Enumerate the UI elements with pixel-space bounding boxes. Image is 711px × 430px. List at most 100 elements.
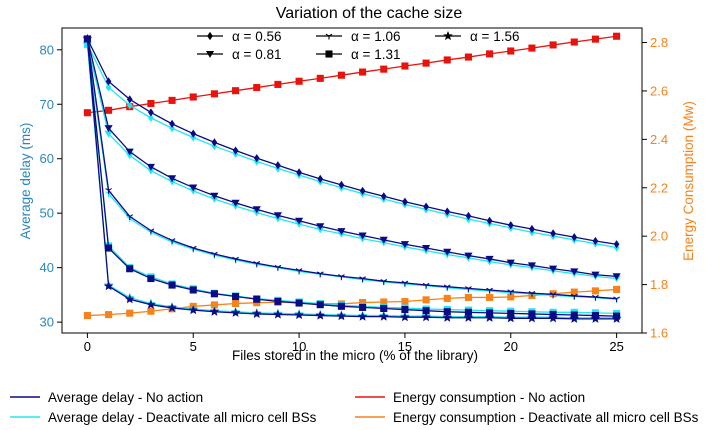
data-point bbox=[233, 293, 239, 299]
legend-marker bbox=[208, 33, 212, 39]
y-left-tick-label: 80 bbox=[40, 42, 54, 57]
data-point bbox=[338, 72, 344, 78]
y-right-tick-label: 2.6 bbox=[650, 83, 668, 98]
data-point bbox=[127, 96, 131, 102]
data-point bbox=[360, 69, 366, 75]
line-legend: Average delay - No action Average delay -… bbox=[10, 390, 699, 425]
data-point bbox=[84, 110, 90, 116]
data-point bbox=[233, 88, 239, 94]
alpha-legend-item: α = 1.56 bbox=[435, 29, 519, 44]
data-point bbox=[106, 312, 112, 318]
alpha-legend-item: α = 1.31 bbox=[316, 47, 400, 62]
chart-title: Variation of the cache size bbox=[276, 5, 463, 22]
series-delay-no-action-alpha-1.06 bbox=[84, 37, 619, 302]
series-delay-deactivate-alpha-1.06 bbox=[84, 43, 619, 303]
series-line bbox=[87, 44, 616, 317]
alpha-legend-item: α = 0.56 bbox=[197, 29, 281, 44]
line-legend-item: Energy consumption - Deactivate all micr… bbox=[355, 410, 699, 425]
data-point bbox=[529, 45, 535, 51]
data-point bbox=[402, 63, 408, 69]
x-tick-label: 0 bbox=[84, 339, 91, 354]
y-left-tick-label: 30 bbox=[40, 315, 54, 330]
line-legend-item: Average delay - Deactivate all micro cel… bbox=[10, 410, 317, 425]
data-point bbox=[444, 57, 450, 63]
data-point bbox=[487, 51, 493, 57]
series-delay-deactivate-alpha-0.81 bbox=[84, 42, 620, 282]
series-delay-deactivate-alpha-0.56 bbox=[85, 41, 619, 251]
line-legend-label: Energy consumption - Deactivate all micr… bbox=[393, 410, 699, 425]
alpha-legend-item: α = 0.81 bbox=[197, 47, 281, 62]
y-right-axis-ticks: 1.6 1.8 2.0 2.2 2.4 2.6 2.8 bbox=[642, 35, 668, 340]
line-legend-label: Average delay - No action bbox=[48, 390, 203, 405]
data-point bbox=[190, 287, 196, 293]
data-point bbox=[360, 304, 366, 310]
data-point bbox=[84, 313, 90, 319]
data-point bbox=[381, 66, 387, 72]
data-point bbox=[254, 85, 260, 91]
line-legend-item: Average delay - No action bbox=[10, 390, 203, 405]
series-line bbox=[87, 44, 616, 299]
data-point bbox=[381, 305, 387, 311]
data-point bbox=[211, 291, 217, 297]
series-delay-no-action-alpha-0.56 bbox=[85, 36, 619, 248]
x-tick-label: 25 bbox=[609, 339, 623, 354]
data-point bbox=[211, 91, 217, 97]
y-right-tick-label: 1.8 bbox=[650, 277, 668, 292]
series-energy-no-action bbox=[84, 33, 619, 116]
data-point bbox=[190, 94, 196, 100]
data-point bbox=[614, 286, 620, 292]
data-point bbox=[169, 282, 175, 288]
series-line bbox=[87, 44, 616, 247]
data-point bbox=[423, 60, 429, 66]
alpha-legend-item: α = 1.06 bbox=[316, 29, 400, 44]
y-right-tick-label: 2.4 bbox=[650, 132, 668, 147]
alpha-legend-label: α = 1.06 bbox=[351, 29, 400, 44]
data-point bbox=[402, 298, 408, 304]
data-point bbox=[614, 33, 620, 39]
data-point bbox=[465, 294, 471, 300]
data-point bbox=[592, 288, 598, 294]
data-point bbox=[275, 81, 281, 87]
x-tick-label: 20 bbox=[504, 339, 518, 354]
y-left-tick-label: 60 bbox=[40, 151, 54, 166]
legend-marker bbox=[326, 34, 332, 39]
y-right-tick-label: 1.6 bbox=[650, 326, 668, 341]
x-axis-label: Files stored in the micro (% of the libr… bbox=[232, 348, 478, 363]
series-line bbox=[87, 39, 616, 316]
data-point bbox=[402, 307, 408, 313]
data-point bbox=[317, 302, 323, 308]
series-line bbox=[87, 44, 616, 278]
data-point bbox=[127, 310, 133, 316]
y-right-tick-label: 2.8 bbox=[650, 35, 668, 50]
legend-marker bbox=[445, 32, 452, 39]
data-point bbox=[317, 75, 323, 81]
data-point bbox=[148, 308, 154, 314]
data-point bbox=[254, 296, 260, 302]
legend-marker bbox=[326, 51, 332, 57]
series-delay-no-action-alpha-0.81 bbox=[84, 36, 620, 279]
data-point bbox=[149, 109, 153, 115]
line-legend-item: Energy consumption - No action bbox=[355, 390, 585, 405]
y-right-axis-label: Energy Consumption (Mw) bbox=[681, 101, 696, 261]
data-point bbox=[148, 100, 154, 106]
line-legend-label: Average delay - Deactivate all micro cel… bbox=[48, 410, 317, 425]
alpha-legend-label: α = 1.31 bbox=[351, 47, 400, 62]
y-right-tick-label: 2.0 bbox=[650, 229, 668, 244]
y-left-tick-label: 50 bbox=[40, 206, 54, 221]
y-left-tick-label: 70 bbox=[40, 97, 54, 112]
data-point bbox=[148, 275, 154, 281]
data-point bbox=[571, 39, 577, 45]
data-point bbox=[233, 300, 239, 306]
series-layer bbox=[84, 33, 620, 322]
series-delay-deactivate-alpha-1.31 bbox=[84, 41, 619, 316]
line-legend-label: Energy consumption - No action bbox=[393, 390, 585, 405]
y-left-tick-label: 40 bbox=[40, 260, 54, 275]
y-right-tick-label: 2.2 bbox=[650, 180, 668, 195]
series-line bbox=[87, 39, 616, 244]
data-point bbox=[296, 300, 302, 306]
data-point bbox=[508, 48, 514, 54]
data-point bbox=[487, 294, 493, 300]
alpha-legend-label: α = 0.81 bbox=[232, 47, 281, 62]
data-point bbox=[296, 78, 302, 84]
